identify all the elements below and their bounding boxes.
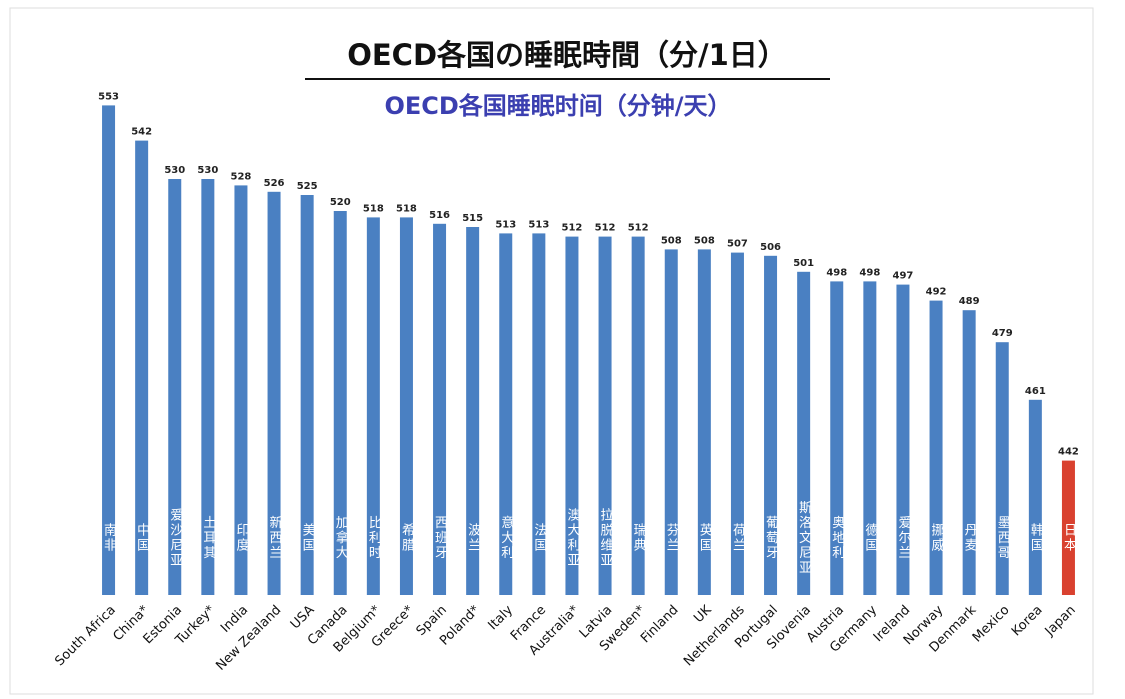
bar — [102, 105, 116, 596]
chart-title: OECD各国の睡眠時間（分/1日） — [347, 38, 787, 72]
bar-label-zh: 土耳其 — [200, 516, 216, 561]
bar — [929, 300, 943, 595]
bar — [300, 195, 314, 595]
bar — [863, 281, 877, 595]
value-label: 479 — [992, 328, 1013, 339]
bar-label-zh: 墨西哥 — [995, 516, 1011, 561]
value-label: 507 — [727, 239, 748, 250]
bar — [499, 233, 513, 595]
bar — [797, 271, 811, 595]
bar-label-zh: 芬兰 — [664, 523, 680, 553]
value-label: 512 — [562, 223, 583, 234]
bar — [433, 223, 447, 596]
value-label: 512 — [595, 223, 616, 234]
value-label: 542 — [131, 127, 152, 138]
bar — [962, 310, 976, 595]
bar — [631, 236, 645, 595]
bar — [135, 140, 149, 595]
bar-label-zh: 爱沙尼亚 — [167, 508, 183, 568]
value-label: 489 — [959, 296, 980, 307]
frame — [9, 7, 1094, 695]
bar — [466, 227, 480, 595]
bar-label-zh: 美国 — [300, 523, 316, 553]
bar-label-zh: 奥地利 — [829, 516, 845, 561]
bar — [366, 217, 380, 595]
bar-label-zh: 加拿大 — [333, 516, 349, 561]
value-label: 506 — [760, 242, 781, 253]
bar — [896, 284, 910, 595]
bar — [664, 249, 678, 595]
value-label: 508 — [661, 235, 682, 246]
bar-label-zh: 意大利 — [498, 515, 514, 561]
value-label: 492 — [926, 287, 947, 298]
bar — [1028, 399, 1042, 595]
bar — [532, 233, 546, 595]
bar-label-zh: 比利时 — [366, 516, 382, 561]
bar — [764, 255, 778, 596]
value-label: 520 — [330, 197, 351, 208]
bar-label-zh: 葡萄牙 — [763, 516, 779, 561]
bar-label-zh: 丹麦 — [962, 523, 978, 553]
bar-label-zh: 波兰 — [465, 523, 481, 553]
bar — [830, 281, 844, 595]
bar-label-zh: 日本 — [1061, 523, 1077, 553]
bar — [598, 236, 612, 595]
bar-label-zh: 印度 — [233, 523, 249, 553]
value-label: 525 — [297, 181, 318, 192]
bar — [168, 179, 182, 595]
bar — [730, 252, 744, 595]
value-label: 530 — [197, 165, 218, 176]
value-label: 501 — [793, 258, 814, 269]
bar — [399, 217, 413, 595]
bar-label-zh: 英国 — [697, 523, 713, 553]
bar — [333, 211, 347, 595]
chart-subtitle: OECD各国睡眠时间（分钟/天） — [384, 92, 731, 120]
bar — [267, 191, 281, 596]
bar-label-zh: 挪威 — [929, 523, 945, 553]
value-label: 516 — [429, 210, 450, 221]
value-label: 508 — [694, 235, 715, 246]
value-label: 528 — [231, 171, 252, 182]
value-label: 513 — [495, 219, 516, 230]
value-label: 513 — [528, 219, 549, 230]
bar-label-zh: 中国 — [134, 523, 149, 553]
bar-label-zh: 德国 — [862, 523, 878, 553]
value-label: 512 — [628, 223, 649, 234]
value-label: 498 — [859, 267, 880, 278]
bar-label-zh: 澳大利亚 — [564, 507, 580, 568]
value-label: 498 — [826, 267, 847, 278]
bar-label-zh: 希腊 — [399, 523, 415, 553]
value-label: 515 — [462, 213, 483, 224]
bar-label-zh: 爱尔兰 — [895, 516, 911, 561]
bar-label-zh: 斯洛文尼亚 — [796, 501, 812, 576]
value-label: 461 — [1025, 386, 1046, 397]
value-label: 518 — [396, 203, 417, 214]
bar — [565, 236, 579, 595]
value-label: 497 — [893, 271, 914, 282]
bar-label-zh: 韩国 — [1028, 523, 1044, 553]
bar — [697, 249, 711, 595]
value-label: 518 — [363, 203, 384, 214]
bar-label-zh: 南非 — [101, 522, 117, 553]
bar-label-zh: 瑞典 — [631, 523, 647, 553]
bar — [234, 185, 248, 595]
bar — [1061, 460, 1075, 595]
bar — [995, 342, 1009, 595]
bar-label-zh: 拉脱维亚 — [598, 508, 614, 568]
value-label: 526 — [264, 178, 285, 189]
bar-label-zh: 荷兰 — [730, 523, 746, 553]
value-label: 442 — [1058, 447, 1079, 458]
bar-label-zh: 西班牙 — [432, 516, 448, 561]
value-label: 553 — [98, 91, 119, 102]
bar-label-zh: 新西兰 — [267, 515, 283, 561]
bar — [201, 179, 215, 595]
value-label: 530 — [164, 165, 185, 176]
bar-label-zh: 法国 — [531, 523, 547, 553]
